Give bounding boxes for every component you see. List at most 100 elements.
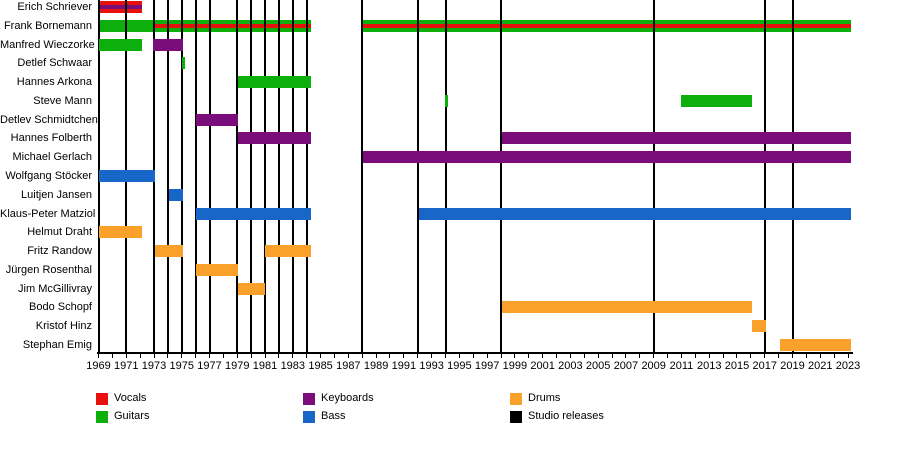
year-tick xyxy=(639,354,641,358)
year-tick xyxy=(320,354,322,358)
year-tick xyxy=(680,354,682,358)
year-tick xyxy=(819,354,821,358)
timeline-bar-keyboards xyxy=(98,5,143,9)
studio-release-line-1980 xyxy=(250,0,253,352)
member-label: Erich Schriever xyxy=(17,1,92,13)
timeline-bar-drums xyxy=(751,320,767,333)
year-label: 1979 xyxy=(225,360,250,372)
year-tick xyxy=(250,354,252,358)
year-label: 1969 xyxy=(86,360,111,372)
member-label: Helmut Draht xyxy=(27,226,92,239)
year-tick xyxy=(792,354,793,358)
x-axis-line xyxy=(97,352,853,354)
member-label: Luitjen Jansen xyxy=(21,188,92,201)
year-label: 1971 xyxy=(114,360,139,372)
year-tick xyxy=(278,354,280,358)
year-tick xyxy=(542,354,544,358)
member-label: Detlef Schwaar xyxy=(17,57,92,70)
year-tick xyxy=(458,354,460,358)
member-label: Fritz Randow xyxy=(27,245,92,258)
studio-release-line-1988 xyxy=(361,0,364,352)
studio-release-line-1983 xyxy=(291,0,294,352)
year-tick xyxy=(181,354,183,358)
year-tick xyxy=(722,354,724,358)
bass-swatch xyxy=(303,410,315,423)
timeline-bar-bass xyxy=(168,188,184,201)
year-label: 2003 xyxy=(558,360,583,372)
timeline-bar-guitars xyxy=(181,57,186,70)
year-tick xyxy=(472,354,474,358)
year-label: 1977 xyxy=(197,360,222,372)
year-tick xyxy=(264,354,266,358)
year-tick xyxy=(778,354,780,358)
timeline-bar-keyboards xyxy=(196,113,238,126)
member-label: Manfred Wieczorke xyxy=(0,38,95,51)
legend-item-keyboards: Keyboards xyxy=(303,392,374,405)
studio-release-line-1982 xyxy=(277,0,280,352)
studio-release-line-1979 xyxy=(236,0,239,352)
member-label: Klaus-Peter Matziol xyxy=(0,207,96,220)
year-tick xyxy=(625,354,627,358)
timeline-bar-vocals xyxy=(362,23,851,28)
year-tick xyxy=(805,354,807,358)
year-label: 1991 xyxy=(391,360,417,372)
timeline-bar-bass xyxy=(196,207,311,220)
studio-release-line-2017 xyxy=(763,0,766,352)
year-tick xyxy=(98,354,99,358)
year-tick xyxy=(417,354,419,358)
timeline-bar-drums xyxy=(154,245,184,258)
year-tick xyxy=(750,354,752,358)
timeline-bar-bass xyxy=(98,170,156,183)
year-tick xyxy=(847,354,849,358)
year-tick xyxy=(222,354,224,358)
year-tick xyxy=(389,354,391,358)
studio-release-line-1992 xyxy=(416,0,419,352)
year-tick xyxy=(403,354,405,358)
legend-label-vocals: Vocals xyxy=(114,392,147,404)
year-label: 2007 xyxy=(613,360,639,372)
year-tick xyxy=(694,354,696,358)
year-tick xyxy=(667,354,669,358)
member-label: Hannes Arkona xyxy=(16,76,92,89)
year-tick xyxy=(764,354,766,358)
legend-item-studio-releases: Studio releases xyxy=(510,410,604,423)
year-label: 1997 xyxy=(474,360,500,372)
timeline-bar-drums xyxy=(501,301,752,314)
year-label: 2001 xyxy=(530,360,555,372)
year-tick xyxy=(236,354,238,358)
studio-release-line-1981 xyxy=(264,0,267,352)
member-label: Michael Gerlach xyxy=(12,151,92,164)
year-tick xyxy=(111,354,113,358)
year-tick xyxy=(833,354,835,358)
member-label: Bodo Schopf xyxy=(29,301,92,314)
guitars-swatch xyxy=(96,410,108,423)
year-label: 1999 xyxy=(502,360,528,372)
year-tick xyxy=(209,354,211,358)
member-label: Kristof Hinz xyxy=(35,320,92,333)
timeline-bar-drums xyxy=(196,263,238,276)
member-label: Jim McGillivray xyxy=(18,282,92,295)
timeline-bar-drums xyxy=(780,339,851,352)
year-label: 1973 xyxy=(141,360,167,372)
year-tick xyxy=(445,354,446,358)
legend-label-studio-releases: Studio releases xyxy=(528,410,604,422)
studio-release-line-1975 xyxy=(180,0,183,352)
year-label: 2015 xyxy=(724,360,750,372)
member-label: Detlev Schmidtchen xyxy=(0,113,98,126)
year-label: 2021 xyxy=(808,360,833,372)
timeline-bar-vocals xyxy=(154,23,311,28)
year-label: 1983 xyxy=(280,360,306,372)
timeline-bar-drums xyxy=(98,226,142,239)
year-tick xyxy=(500,354,502,358)
member-label: Steve Mann xyxy=(33,94,92,107)
year-tick xyxy=(347,354,349,358)
year-tick xyxy=(431,354,433,358)
year-tick xyxy=(653,354,655,358)
year-label: 1989 xyxy=(363,360,389,372)
studio-release-line-2009 xyxy=(652,0,655,352)
timeline-bar-bass xyxy=(419,207,851,220)
year-tick xyxy=(361,354,363,358)
year-tick xyxy=(597,354,599,358)
studio-release-line-1977 xyxy=(208,0,211,352)
